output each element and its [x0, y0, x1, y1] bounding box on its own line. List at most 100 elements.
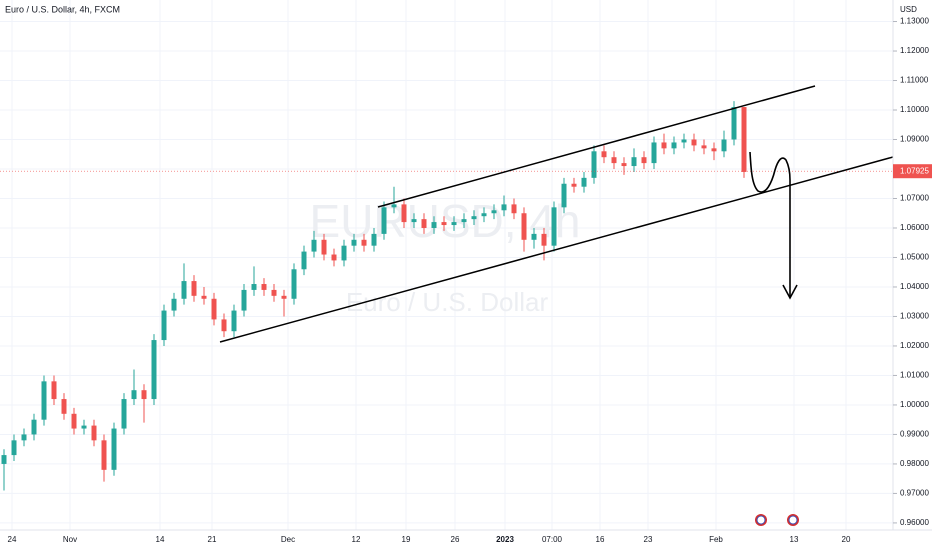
candle-body: [61, 399, 67, 414]
candle-body: [11, 440, 17, 456]
candle-body: [141, 390, 147, 400]
y-tick-label: 1.09000: [900, 135, 929, 144]
candle-body: [1, 455, 7, 464]
candle-body: [411, 219, 417, 223]
candle-body: [91, 425, 97, 441]
candle-body: [671, 142, 677, 149]
y-tick-label: 1.01000: [900, 371, 929, 380]
candle-body: [381, 207, 387, 234]
candle-body: [261, 284, 267, 290]
candle-body: [721, 139, 727, 152]
price-axis: [893, 0, 932, 550]
candle-body: [361, 239, 367, 246]
candle-body: [581, 177, 587, 187]
channel-upper: [377, 85, 816, 208]
x-tick-label: 24: [8, 535, 17, 544]
candle-body: [661, 142, 667, 149]
candle-body: [201, 295, 207, 299]
x-tick-label: 07:00: [542, 535, 563, 544]
y-tick-label: 0.96000: [900, 518, 929, 527]
candle-body: [311, 239, 317, 252]
x-tick-label: 19: [402, 535, 411, 544]
candle-body: [281, 295, 287, 299]
candle-body: [331, 254, 337, 261]
candle-body: [51, 381, 57, 400]
y-tick-label: 1.00000: [900, 400, 929, 409]
candle-body: [231, 310, 237, 332]
candle-body: [111, 428, 117, 470]
last-price-box: [893, 164, 932, 179]
candle-body: [471, 216, 477, 220]
candle-body: [131, 390, 137, 400]
y-tick-label: 1.10000: [900, 105, 929, 114]
x-tick-label: 26: [451, 535, 460, 544]
candle-body: [271, 289, 277, 296]
event-icon-inner: [788, 515, 798, 525]
candle-body: [591, 151, 597, 178]
candle-body: [181, 281, 187, 299]
x-tick-label: 21: [208, 535, 217, 544]
y-tick-label: 1.05000: [900, 253, 929, 262]
candle-body: [71, 413, 77, 429]
candle-body: [191, 281, 197, 296]
candle-body: [691, 139, 697, 146]
y-tick-label: 1.07000: [900, 194, 929, 203]
x-tick-label: 16: [596, 535, 605, 544]
candle-body: [431, 222, 437, 228]
candle-body: [441, 222, 447, 226]
candle-body: [101, 440, 107, 470]
x-tick-label: 13: [790, 535, 799, 544]
x-tick-label: 23: [644, 535, 653, 544]
x-tick-label: 2023: [496, 535, 514, 544]
candle-body: [341, 245, 347, 261]
chart-title: Euro / U.S. Dollar, 4h, FXCM: [5, 4, 120, 14]
currency: USD: [900, 5, 917, 14]
last-price-label: 1.07925: [900, 166, 929, 175]
candle-body: [31, 419, 37, 435]
axes: 0.96000 0.97000 0.98000 0.99000 1.00000 1.010…: [8, 17, 932, 544]
candle-body: [731, 107, 737, 140]
candle-body: [501, 204, 507, 211]
candle-body: [701, 145, 707, 149]
candle-body: [651, 142, 657, 164]
candle-body: [531, 233, 537, 240]
candle-body: [631, 157, 637, 167]
candle-body: [641, 157, 647, 164]
candle-body: [371, 233, 377, 246]
candle-body: [741, 107, 747, 172]
grid: [0, 0, 893, 530]
candle-body: [21, 434, 27, 441]
y-tick-label: 1.06000: [900, 223, 929, 232]
event-icon-inner: [756, 515, 766, 525]
candle-body: [681, 139, 687, 143]
candle-body: [421, 219, 427, 228]
candle-body: [151, 340, 157, 400]
candles: [1, 101, 747, 491]
watermark: EURUSD, 4h: [310, 195, 581, 247]
candle-body: [211, 298, 217, 320]
candle-body: [611, 157, 617, 164]
candle-body: [171, 298, 177, 311]
candle-body: [161, 310, 167, 341]
y-tick-label: 1.03000: [900, 312, 929, 321]
candle-body: [121, 399, 127, 429]
x-tick-label: Nov: [63, 535, 77, 544]
projection-path: [749, 151, 791, 298]
candle-body: [401, 204, 407, 223]
candle-body: [251, 284, 257, 290]
candle-body: [321, 239, 327, 255]
candle-body: [461, 219, 467, 223]
arrow-head: [782, 284, 798, 300]
candle-body: [41, 381, 47, 420]
candle-body: [301, 251, 307, 270]
candle-body: [541, 233, 547, 246]
candle-body: [451, 222, 457, 226]
y-tick-label: 0.99000: [900, 430, 929, 439]
x-tick-label: 12: [352, 535, 361, 544]
x-tick-label: Feb: [709, 535, 723, 544]
channel-lower: [219, 156, 894, 343]
x-tick-label: Dec: [281, 535, 295, 544]
y-tick-label: 1.12000: [900, 46, 929, 55]
